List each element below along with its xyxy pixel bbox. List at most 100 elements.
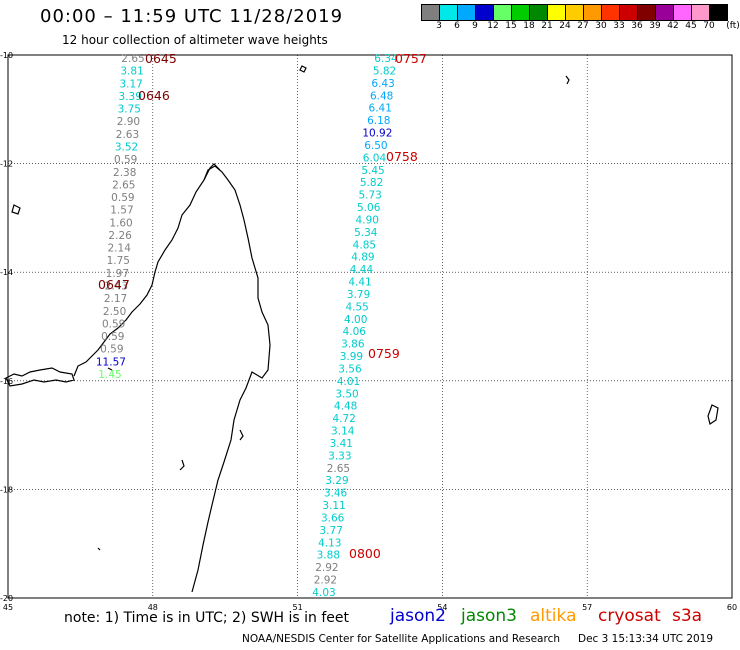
wave-height-value: 2.63	[116, 129, 139, 141]
longitude-tick: 57	[582, 603, 592, 612]
altimeter-tracks: 2.653.813.173.393.752.902.633.520.592.38…	[96, 53, 398, 599]
legend-label: 27	[577, 21, 589, 31]
latitude-tick: -18	[0, 485, 13, 494]
mayotte-island	[11, 204, 21, 215]
legend-swatch	[565, 4, 583, 21]
legend-label: 15	[505, 21, 517, 31]
generated-timestamp: Dec 3 15:13:34 UTC 2019	[578, 633, 714, 645]
legend-swatch	[619, 4, 637, 21]
longitude-tick: 48	[148, 603, 158, 612]
wave-height-value: 2.43	[105, 281, 128, 293]
wave-height-value: 2.26	[108, 230, 132, 242]
wave-height-value: 2.90	[117, 116, 140, 128]
wave-height-value: 4.85	[353, 239, 376, 251]
map-title: 00:00 – 11:59 UTC 11/28/2019	[40, 6, 344, 27]
map-frame	[7, 54, 733, 599]
map-subtitle: 12 hour collection of altimeter wave hei…	[62, 33, 328, 47]
legend-label: 3	[436, 21, 442, 31]
wave-height-value: 2.92	[314, 575, 337, 587]
legend-swatch	[547, 4, 565, 21]
wave-height-value: 3.17	[119, 78, 142, 90]
wave-height-value: 3.99	[340, 351, 363, 363]
color-legend-labels: 3 6 9 12 15 18 21 24 27 30 33 36 39 42 45 70 (ft)	[421, 21, 740, 33]
pass-times: 0645 0646 0647 0757 0758 0759 0800	[98, 51, 427, 561]
legend-label: 33	[613, 21, 625, 31]
wave-height-value: 3.66	[321, 512, 345, 524]
wave-height-value: 0.59	[101, 331, 124, 343]
legend-swatch	[439, 4, 457, 21]
wave-height-value: 4.13	[318, 537, 341, 549]
wave-height-value: 4.89	[351, 252, 374, 264]
wave-height-value: 0.59	[102, 318, 125, 330]
map-grid	[7, 54, 733, 599]
coast-fragment-west	[5, 367, 75, 387]
legend-label: 24	[559, 21, 571, 31]
small-island-n	[299, 65, 307, 73]
wave-height-value: 5.82	[360, 177, 383, 189]
wave-height-value: 3.75	[118, 104, 141, 116]
wave-height-value: 4.72	[332, 413, 355, 425]
wave-height-value: 6.04	[363, 152, 387, 164]
wave-height-value: 4.41	[348, 277, 371, 289]
wave-height-value: 0.59	[111, 192, 134, 204]
wave-height-value: 4.01	[337, 376, 360, 388]
pass-time-label: 0758	[386, 149, 418, 164]
color-legend	[421, 4, 728, 21]
coastline	[5, 65, 719, 593]
wave-height-value: 6.34	[374, 53, 398, 65]
wave-height-value: 4.00	[344, 314, 367, 326]
wave-height-value: 4.44	[350, 264, 374, 276]
legend-swatch	[493, 4, 511, 21]
wave-height-value: 5.45	[361, 165, 384, 177]
legend-swatch	[511, 4, 529, 21]
legend-swatch	[637, 4, 655, 21]
wave-height-value: 1.97	[106, 268, 129, 280]
legend-swatch	[691, 4, 709, 21]
latitude-tick: -12	[0, 160, 13, 169]
pass-time-label: 0800	[349, 546, 381, 561]
wave-height-value: 5.73	[358, 190, 381, 202]
wave-height-value: 1.57	[110, 205, 133, 217]
wave-height-value: 1.45	[98, 369, 121, 381]
wave-height-value: 5.34	[354, 227, 378, 239]
legend-label: 39	[649, 21, 661, 31]
pass-time-label: 0646	[138, 88, 170, 103]
wave-height-value: 3.33	[328, 450, 351, 462]
wave-height-value: 11.57	[96, 356, 126, 368]
wave-height-value: 2.50	[103, 306, 126, 318]
wave-height-value: 6.50	[364, 140, 387, 152]
legend-swatch	[475, 4, 493, 21]
latitude-tick: -20	[0, 594, 13, 603]
credit-line: NOAA/NESDIS Center for Satellite Applica…	[242, 633, 713, 645]
legend-label: 36	[631, 21, 643, 31]
legend-swatch	[583, 4, 601, 21]
wave-height-value: 0.59	[100, 344, 123, 356]
wave-height-value: 2.65	[112, 179, 135, 191]
wave-height-value: 3.86	[341, 339, 365, 351]
pass-time-label: 0757	[395, 51, 427, 66]
legend-label: 18	[523, 21, 535, 31]
wave-height-value: 5.82	[373, 65, 396, 77]
islet-a	[97, 547, 101, 551]
legend-label: 70	[703, 21, 715, 31]
satellite-altika: altika	[530, 606, 577, 626]
wave-height-value: 3.52	[115, 141, 138, 153]
legend-swatch	[709, 4, 728, 21]
wave-height-value: 0.59	[114, 154, 137, 166]
wave-height-value: 2.65	[121, 53, 144, 65]
islet-c	[239, 429, 244, 441]
wave-height-value: 1.60	[109, 217, 132, 229]
wave-height-value: 6.41	[369, 103, 392, 115]
islet-b	[179, 459, 185, 471]
wave-height-value: 5.06	[357, 202, 381, 214]
wave-height-value: 4.55	[345, 301, 368, 313]
legend-swatch	[673, 4, 691, 21]
wave-height-value: 3.56	[338, 363, 362, 375]
legend-swatch	[457, 4, 475, 21]
legend-swatch	[529, 4, 547, 21]
wave-height-value: 3.11	[322, 500, 345, 512]
wave-height-value: 3.77	[320, 525, 343, 537]
footer-note: note: 1) Time is in UTC; 2) SWH is in fe…	[64, 610, 350, 626]
wave-height-value: 4.90	[356, 214, 379, 226]
